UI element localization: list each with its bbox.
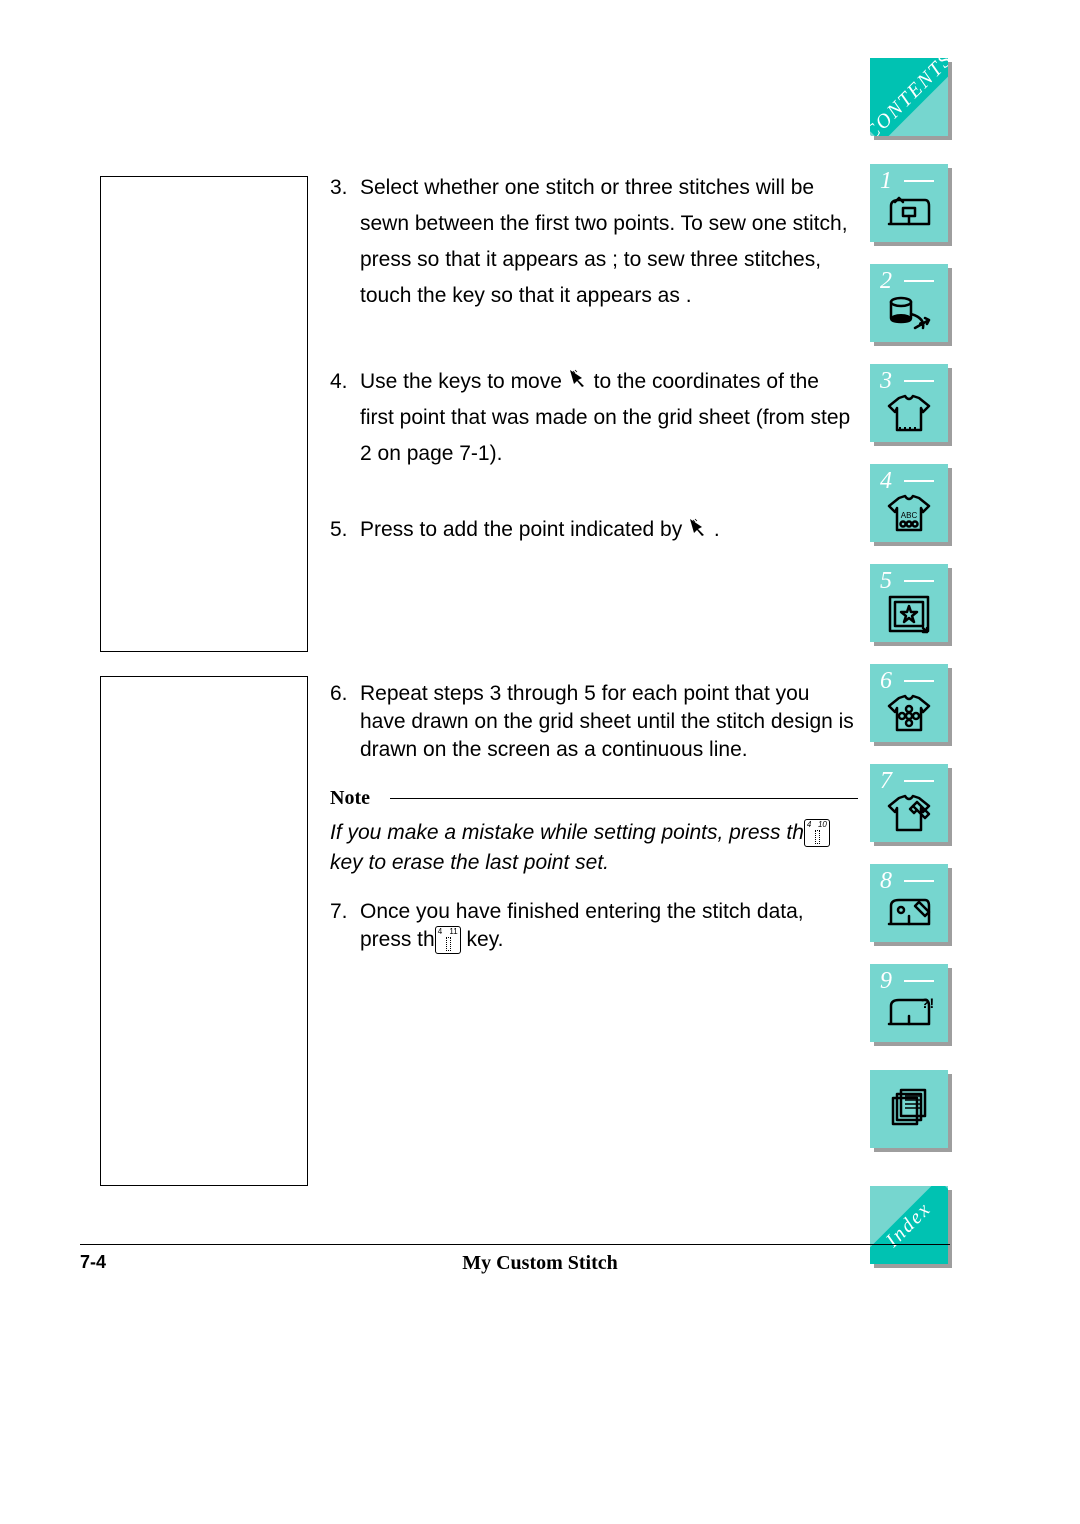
chapter-tab-6[interactable]: 6 xyxy=(870,664,948,742)
shirt-dotted-icon xyxy=(885,394,933,434)
tab-dash xyxy=(904,180,934,182)
step-number: 6. xyxy=(330,680,360,764)
tab-number: 6 xyxy=(880,668,892,695)
finish-key-icon: 411 xyxy=(435,926,461,954)
text: key. xyxy=(461,928,504,951)
note-label: Note xyxy=(330,787,370,809)
machine-qmark-icon: ?! xyxy=(885,994,933,1034)
tab-dash xyxy=(904,980,934,982)
shirt-abc-icon: ABC xyxy=(885,494,933,534)
text: Press to add the point indicated by xyxy=(360,518,688,541)
chapter-tab-9[interactable]: 9 ?! xyxy=(870,964,948,1042)
chapter-tab-5[interactable]: 5 xyxy=(870,564,948,642)
pointer-icon xyxy=(688,513,708,549)
svg-text:ABC: ABC xyxy=(901,511,918,520)
text: . xyxy=(714,518,720,541)
note-text: If you make a mistake while setting poin… xyxy=(330,818,858,878)
step-6: 6. Repeat steps 3 through 5 for each poi… xyxy=(330,680,858,764)
spool-icon xyxy=(885,294,933,334)
contents-tab[interactable]: CONTENTS xyxy=(870,58,948,136)
text: If you make a mistake while setting poin… xyxy=(330,821,804,844)
tab-number: 4 xyxy=(880,468,892,495)
chapter-tab-1[interactable]: 1 xyxy=(870,164,948,242)
tab-dash xyxy=(904,780,934,782)
chapter-tab-8[interactable]: 8 xyxy=(870,864,948,942)
chapter-tab-2[interactable]: 2 xyxy=(870,264,948,342)
erase-key-icon: 410 xyxy=(804,819,830,847)
machine-custom-icon xyxy=(885,894,933,934)
step-number: 7. xyxy=(330,898,360,954)
tab-dash xyxy=(904,480,934,482)
tab-number: 8 xyxy=(880,868,892,895)
tab-number: 3 xyxy=(880,368,892,395)
step-number: 5. xyxy=(330,512,360,548)
pointer-icon xyxy=(568,364,588,400)
pages-icon xyxy=(885,1088,933,1128)
step-3: 3. Select whether one stitch or three st… xyxy=(330,170,858,314)
step-body: Repeat steps 3 through 5 for each point … xyxy=(360,680,858,764)
chapter-title: My Custom Stitch xyxy=(0,1252,1080,1275)
tab-number: 5 xyxy=(880,568,892,595)
shirt-pencil-icon xyxy=(885,794,933,834)
tab-number: 1 xyxy=(880,168,892,195)
step-body: Once you have finished entering the stit… xyxy=(360,898,858,954)
text: Once you have finished entering the stit… xyxy=(360,900,804,951)
note-rule xyxy=(390,798,858,799)
footer-rule xyxy=(80,1244,950,1245)
tab-number: 2 xyxy=(880,268,892,295)
tab-number: 7 xyxy=(880,768,892,795)
illustration-box-1 xyxy=(100,176,308,652)
step-7: 7. Once you have finished entering the s… xyxy=(330,898,858,954)
text: Use the keys to move xyxy=(360,370,568,393)
chapter-tab-4[interactable]: 4 ABC xyxy=(870,464,948,542)
frame-star-icon xyxy=(885,594,933,634)
tab-dash xyxy=(904,680,934,682)
step-body: Press to add the point indicated by . xyxy=(360,512,858,548)
tab-dash xyxy=(904,880,934,882)
chapter-tab-3[interactable]: 3 xyxy=(870,364,948,442)
chapter-tab-appendix[interactable] xyxy=(870,1070,948,1148)
tab-dash xyxy=(904,580,934,582)
tab-number: 9 xyxy=(880,968,892,995)
tab-dash xyxy=(904,280,934,282)
svg-text:?!: ?! xyxy=(921,996,933,1011)
step-body: Use the keys to move to the coordinates … xyxy=(360,364,858,472)
note-header: Note xyxy=(330,784,858,812)
steps-block-1: 3. Select whether one stitch or three st… xyxy=(330,170,858,569)
text: key to erase the last point set. xyxy=(330,851,609,874)
illustration-box-2 xyxy=(100,676,308,1186)
step-number: 3. xyxy=(330,170,360,314)
chapter-tab-7[interactable]: 7 xyxy=(870,764,948,842)
step-4: 4. Use the keys to move to the coordinat… xyxy=(330,364,858,472)
step-body: Select whether one stitch or three stitc… xyxy=(360,170,858,314)
steps-block-2: 6. Repeat steps 3 through 5 for each poi… xyxy=(330,680,858,974)
shirt-flower-icon xyxy=(885,694,933,734)
step-number: 4. xyxy=(330,364,360,472)
step-5: 5. Press to add the point indicated by . xyxy=(330,512,858,548)
machine-icon xyxy=(885,194,933,234)
tab-dash xyxy=(904,380,934,382)
